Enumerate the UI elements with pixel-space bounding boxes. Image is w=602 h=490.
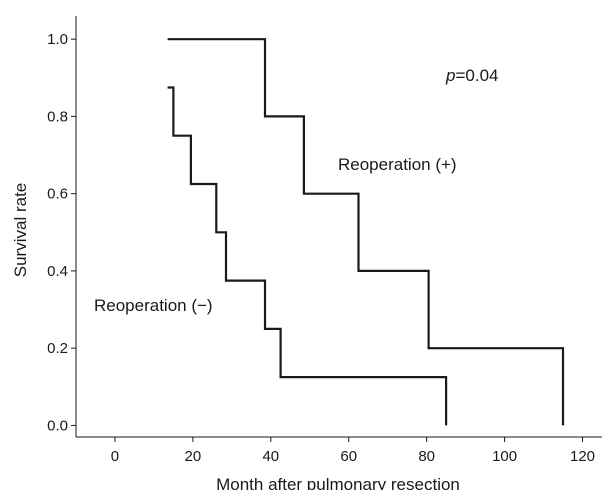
y-tick-label: 0.8 — [47, 108, 68, 125]
y-tick-label: 0.4 — [47, 263, 68, 280]
y-tick-label: 0.2 — [47, 340, 68, 357]
x-tick-label: 20 — [185, 448, 202, 465]
p-number: =0.04 — [455, 66, 498, 85]
y-tick-label: 0.0 — [47, 417, 68, 434]
y-axis-title: Survival rate — [11, 183, 30, 277]
p-symbol: p — [445, 66, 455, 85]
x-tick-label: 80 — [418, 448, 435, 465]
reoperation-plus-label: Reoperation (+) — [338, 155, 457, 174]
x-tick-label: 100 — [492, 448, 517, 465]
reoperation-minus-label: Reoperation (−) — [94, 296, 213, 315]
p-value-annotation: p=0.04 — [445, 66, 498, 85]
x-tick-label: 40 — [262, 448, 279, 465]
x-tick-label: 0 — [111, 448, 119, 465]
reoperation-plus-curve — [167, 38, 565, 426]
x-tick-label: 60 — [340, 448, 357, 465]
series-lines — [167, 38, 565, 426]
axes: 0.0 0.2 0.4 0.6 0.8 1.0 0 20 40 60 80 100 120 — [47, 16, 602, 465]
x-axis-title: Month after pulmonary resection — [216, 475, 460, 490]
x-tick-label: 120 — [570, 448, 595, 465]
chart-labels: Survival rate Month after pulmonary rese… — [11, 66, 498, 490]
y-tick-label: 1.0 — [47, 31, 68, 48]
y-tick-label: 0.6 — [47, 186, 68, 203]
reoperation-minus-curve — [167, 86, 448, 426]
